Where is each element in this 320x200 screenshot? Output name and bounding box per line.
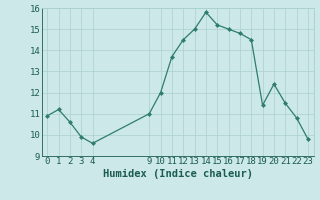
X-axis label: Humidex (Indice chaleur): Humidex (Indice chaleur): [103, 169, 252, 179]
